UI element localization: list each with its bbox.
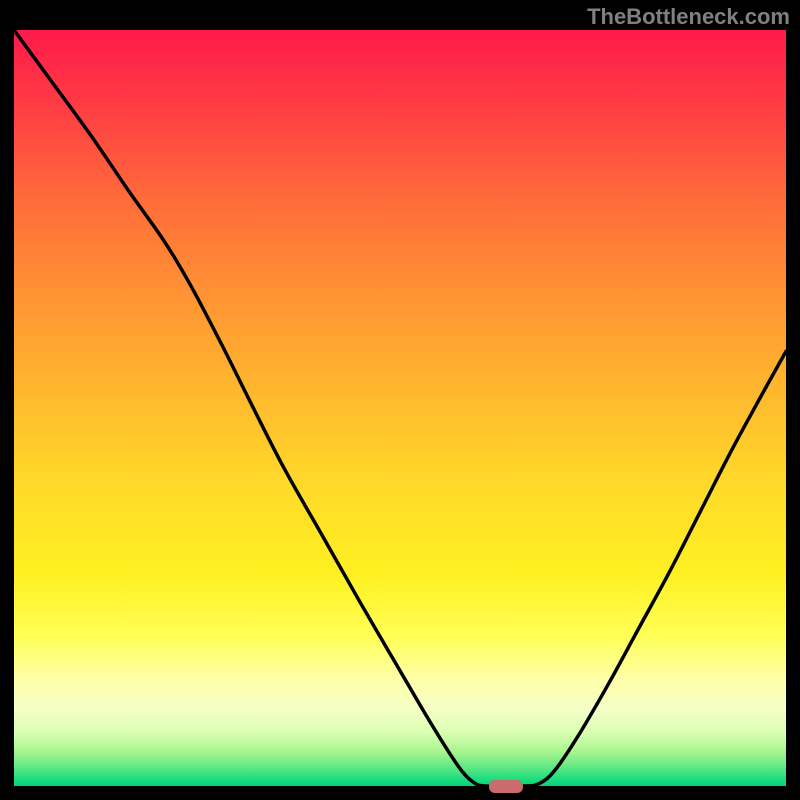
watermark-text: TheBottleneck.com bbox=[587, 4, 790, 30]
chart-container: TheBottleneck.com bbox=[0, 0, 800, 800]
optimal-marker bbox=[489, 780, 523, 793]
plot-area bbox=[14, 30, 786, 786]
bottleneck-curve bbox=[14, 30, 786, 786]
